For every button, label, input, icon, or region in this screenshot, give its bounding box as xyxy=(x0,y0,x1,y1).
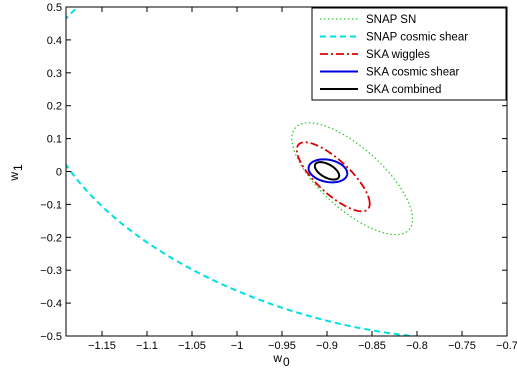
legend-box xyxy=(311,7,507,101)
legend-label: SNAP cosmic shear xyxy=(366,32,468,44)
legend-label: SNAP SN xyxy=(366,14,416,26)
y-tick-label: 0.5 xyxy=(47,2,62,14)
y-tick-label: 0.4 xyxy=(47,35,62,47)
x-tick-label: −0.7 xyxy=(496,340,517,352)
legend: SNAP SN SNAP cosmic shear SKA wiggles SKA c… xyxy=(311,7,507,101)
legend-label: SKA cosmic shear xyxy=(366,67,459,79)
y-axis-label-sub: 1 xyxy=(11,164,25,171)
x-tick-label: −0.75 xyxy=(448,340,476,352)
y-tick-label: −0.5 xyxy=(40,331,62,343)
x-axis-label-sub: 0 xyxy=(283,355,290,368)
x-tick-label: −1 xyxy=(231,340,244,352)
x-tick-label: −1.05 xyxy=(178,340,206,352)
y-tick-label: 0 xyxy=(56,167,62,179)
y-tick-label: 0.1 xyxy=(47,134,62,146)
ticks-layer: −1.15 −1.1 −1.05 −1 −0.95 −0.9 −0.85 −0.8 −0.75 −… xyxy=(40,2,517,352)
x-tick-label: −0.8 xyxy=(406,340,428,352)
legend-label: SKA combined xyxy=(366,84,441,96)
x-tick-label: −1.15 xyxy=(88,340,116,352)
y-tick-label: −0.4 xyxy=(40,298,62,310)
y-tick-label: 0.3 xyxy=(47,68,62,80)
x-tick-label: −1.1 xyxy=(136,340,158,352)
y-tick-label: −0.2 xyxy=(40,232,62,244)
svg-text:w: w xyxy=(272,351,282,365)
x-tick-label: −0.85 xyxy=(358,340,386,352)
y-axis-label: w xyxy=(7,172,21,182)
x-tick-label: −0.9 xyxy=(316,340,338,352)
y-tick-label: 0.2 xyxy=(47,101,62,113)
x-tick-label: −0.95 xyxy=(268,340,296,352)
series-ska-cosmic-shear-line xyxy=(307,158,349,184)
series-layer xyxy=(66,7,423,336)
legend-label: SKA wiggles xyxy=(366,49,430,61)
y-tick-label: −0.3 xyxy=(40,265,62,277)
y-tick-label: −0.1 xyxy=(40,199,62,211)
series-ska-wiggles-line xyxy=(295,141,371,213)
x-axis-label: w xyxy=(272,351,282,365)
series-ska-combined-line xyxy=(313,161,341,181)
x-axis-title: w 0 xyxy=(272,351,290,368)
y-axis-title: w 1 xyxy=(7,164,25,182)
